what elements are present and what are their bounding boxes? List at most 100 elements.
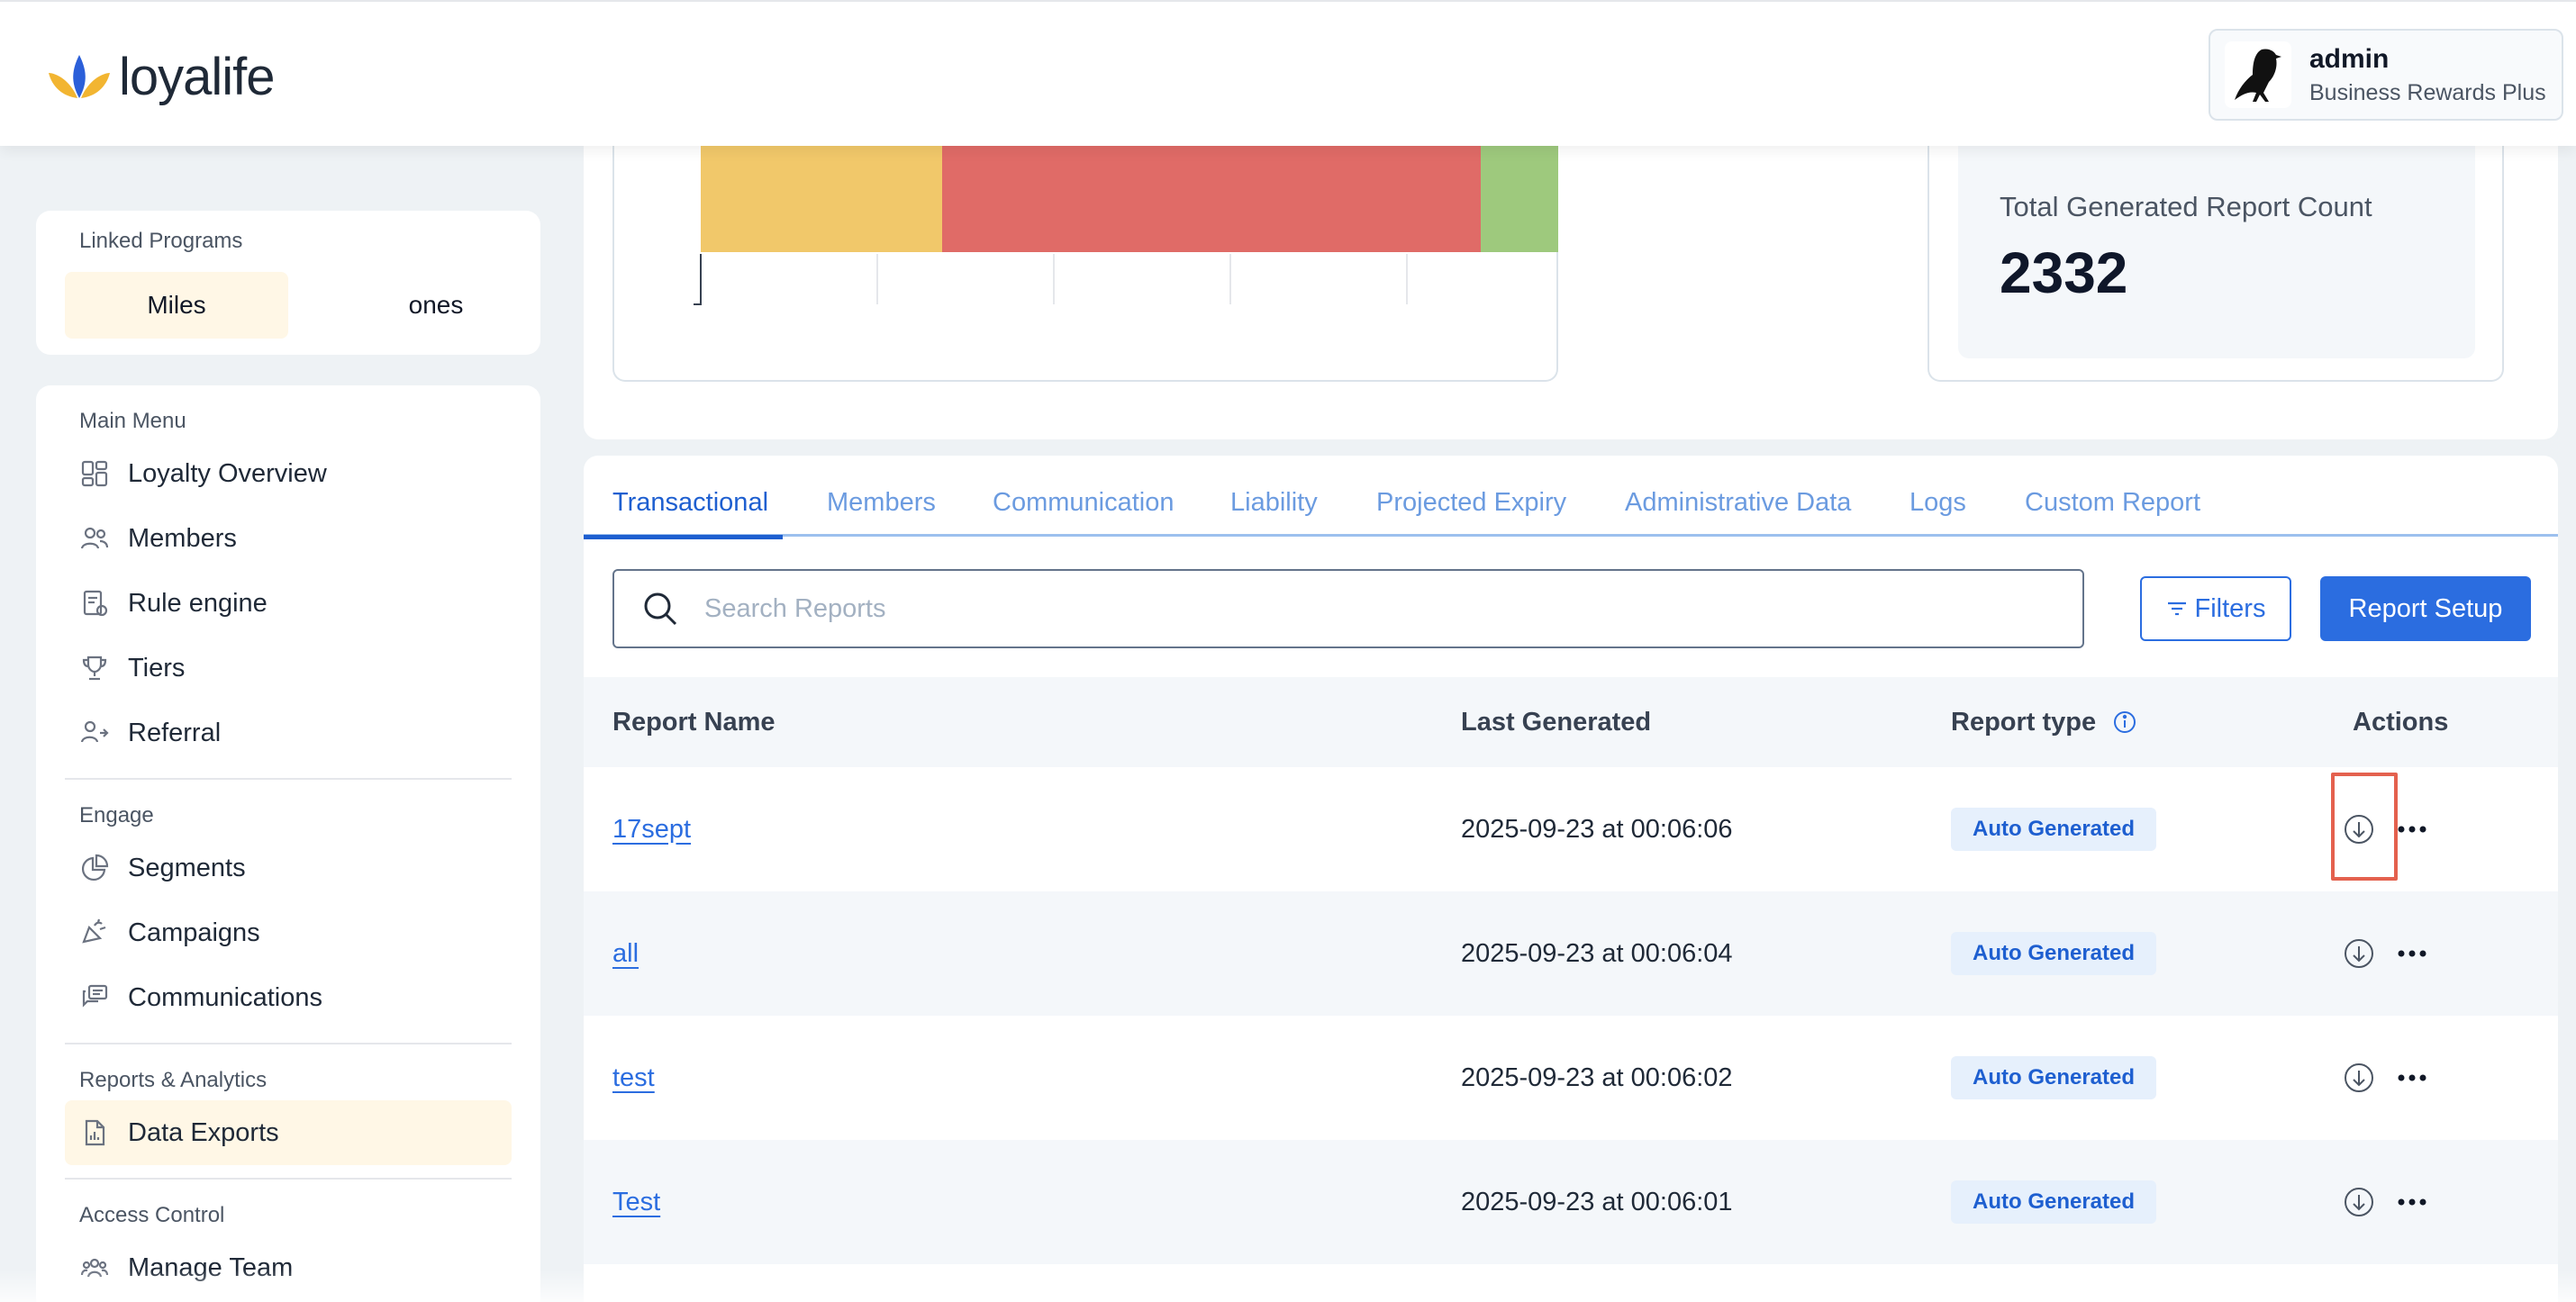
sidebar-item-label: Members xyxy=(128,523,237,553)
sidebar-item-label: Loyalty Overview xyxy=(128,458,327,488)
reports-analytics-label: Reports & Analytics xyxy=(79,1068,268,1092)
tab-members[interactable]: Members xyxy=(827,488,936,517)
menu-divider xyxy=(65,1043,512,1044)
report-type-badge: Auto Generated xyxy=(1951,932,2157,975)
tab-transactional[interactable]: Transactional xyxy=(583,488,784,539)
top-header: loyalife admin Business Rewards Plus xyxy=(0,0,2576,146)
last-generated-cell: 2025-09-23 at 00:06:06 xyxy=(1461,814,1733,844)
table-row: 17sept 2025-09-23 at 00:06:06 Auto Gener… xyxy=(584,767,2558,891)
chart-axis xyxy=(694,254,702,305)
table-row: all 2025-09-23 at 00:06:04 Auto Generate… xyxy=(584,891,2558,1016)
download-icon[interactable] xyxy=(2344,891,2374,1016)
crow-avatar-icon xyxy=(2235,49,2281,102)
tab-custom-report[interactable]: Custom Report xyxy=(2025,488,2201,517)
sidebar-item-rule-engine[interactable]: Rule engine xyxy=(65,571,512,636)
column-report-name[interactable]: Report Name xyxy=(612,708,776,737)
download-icon[interactable] xyxy=(2344,767,2374,891)
users-icon xyxy=(79,523,110,554)
chart-bar-segment[interactable] xyxy=(942,146,1481,252)
chart-bar-segment[interactable] xyxy=(1481,146,1755,252)
column-last-generated[interactable]: Last Generated xyxy=(1461,708,1652,737)
more-options-icon[interactable] xyxy=(2396,891,2428,1016)
sidebar-item-tiers[interactable]: Tiers xyxy=(65,636,512,701)
program-ones-button[interactable]: ones xyxy=(408,291,464,319)
tab-liability[interactable]: Liability xyxy=(1230,488,1318,517)
tab-communication[interactable]: Communication xyxy=(993,488,1175,517)
sidebar-item-communications[interactable]: Communications xyxy=(65,965,512,1030)
sidebar-item-label: Segments xyxy=(128,853,246,882)
report-type-badge: Auto Generated xyxy=(1951,1180,2157,1224)
more-options-icon[interactable] xyxy=(2396,1016,2428,1140)
program-miles-button[interactable]: Miles xyxy=(65,272,288,339)
report-name-link[interactable]: test xyxy=(612,1062,655,1092)
more-options-icon[interactable] xyxy=(2396,1140,2428,1264)
last-generated-cell: 2025-09-23 at 00:06:02 xyxy=(1461,1062,1733,1092)
stacked-bar-chart xyxy=(694,146,1755,305)
logo-flame-icon xyxy=(49,54,110,98)
search-input[interactable] xyxy=(704,593,1965,624)
sidebar-menu: Main Menu Loyalty Overview Members Rule … xyxy=(36,385,540,1302)
report-name-link[interactable]: Test xyxy=(612,1187,661,1216)
download-icon[interactable] xyxy=(2344,1140,2374,1264)
sidebar-item-campaigns[interactable]: Campaigns xyxy=(65,900,512,965)
filter-icon xyxy=(2167,601,2186,616)
referral-icon xyxy=(79,718,110,748)
sidebar-item-members[interactable]: Members xyxy=(65,506,512,571)
sidebar-item-label: Referral xyxy=(128,718,222,747)
sidebar-item-segments[interactable]: Segments xyxy=(65,836,512,900)
sidebar-item-referral[interactable]: Referral xyxy=(65,701,512,765)
bottom-fade xyxy=(0,1270,2576,1302)
sidebar-item-label: Tiers xyxy=(128,653,186,683)
filters-button-label: Filters xyxy=(2194,593,2266,623)
rule-document-icon xyxy=(79,588,110,619)
sidebar-item-label: Communications xyxy=(128,982,322,1012)
chat-icon xyxy=(79,982,110,1013)
total-report-count-value: 2332 xyxy=(2000,240,2128,305)
avatar xyxy=(2225,41,2291,108)
main-menu-label: Main Menu xyxy=(79,409,186,433)
report-tabs: Transactional Members Communication Liab… xyxy=(583,456,2558,539)
user-name: admin xyxy=(2309,43,2390,74)
last-generated-cell: 2025-09-23 at 00:06:01 xyxy=(1461,1187,1733,1216)
dashboard-icon xyxy=(79,458,110,489)
megaphone-icon xyxy=(79,918,110,948)
info-icon[interactable] xyxy=(2112,710,2137,735)
search-box[interactable] xyxy=(612,569,2084,648)
tab-administrative-data[interactable]: Administrative Data xyxy=(1625,488,1852,517)
tab-logs[interactable]: Logs xyxy=(1909,488,1966,517)
download-highlight-box xyxy=(2331,773,2398,881)
table-header: Report Name Last Generated Report type A… xyxy=(584,677,2558,767)
report-name-link[interactable]: all xyxy=(612,938,639,968)
report-name-link[interactable]: 17sept xyxy=(612,814,692,844)
sidebar-item-data-exports[interactable]: Data Exports xyxy=(65,1100,512,1165)
brand-logo[interactable]: loyalife xyxy=(45,47,276,107)
last-generated-cell: 2025-09-23 at 00:06:04 xyxy=(1461,938,1733,968)
report-type-badge: Auto Generated xyxy=(1951,808,2157,851)
engage-label: Engage xyxy=(79,803,154,827)
menu-divider xyxy=(65,1178,512,1180)
sidebar-item-loyalty-overview[interactable]: Loyalty Overview xyxy=(65,441,512,506)
report-setup-button[interactable]: Report Setup xyxy=(2320,576,2531,641)
search-icon xyxy=(644,592,677,626)
report-file-icon xyxy=(79,1117,110,1148)
more-options-icon[interactable] xyxy=(2396,767,2428,891)
column-report-type: Report type xyxy=(1951,677,2137,767)
sidebar-item-label: Data Exports xyxy=(128,1117,279,1147)
report-type-badge: Auto Generated xyxy=(1951,1056,2157,1099)
filters-button[interactable]: Filters xyxy=(2140,576,2291,641)
chart-bar-segment[interactable] xyxy=(701,146,942,252)
trophy-icon xyxy=(79,653,110,683)
sidebar-item-label: Campaigns xyxy=(128,918,260,947)
table-row: Test 2025-09-23 at 00:06:01 Auto Generat… xyxy=(584,1140,2558,1264)
brand-name: loyalife xyxy=(119,48,276,106)
tab-projected-expiry[interactable]: Projected Expiry xyxy=(1376,488,1567,517)
user-profile-card[interactable]: admin Business Rewards Plus xyxy=(2209,29,2563,121)
access-control-label: Access Control xyxy=(79,1203,225,1227)
table-row: test 2025-09-23 at 00:06:02 Auto Generat… xyxy=(584,1016,2558,1140)
download-icon[interactable] xyxy=(2344,1016,2374,1140)
column-actions: Actions xyxy=(2353,708,2449,737)
overview-panel: Total Generated Report Count 2332 xyxy=(584,146,2558,439)
reports-panel: Transactional Members Communication Liab… xyxy=(583,456,2558,1302)
user-plan: Business Rewards Plus xyxy=(2309,79,2546,105)
report-chart-card xyxy=(612,146,1755,382)
